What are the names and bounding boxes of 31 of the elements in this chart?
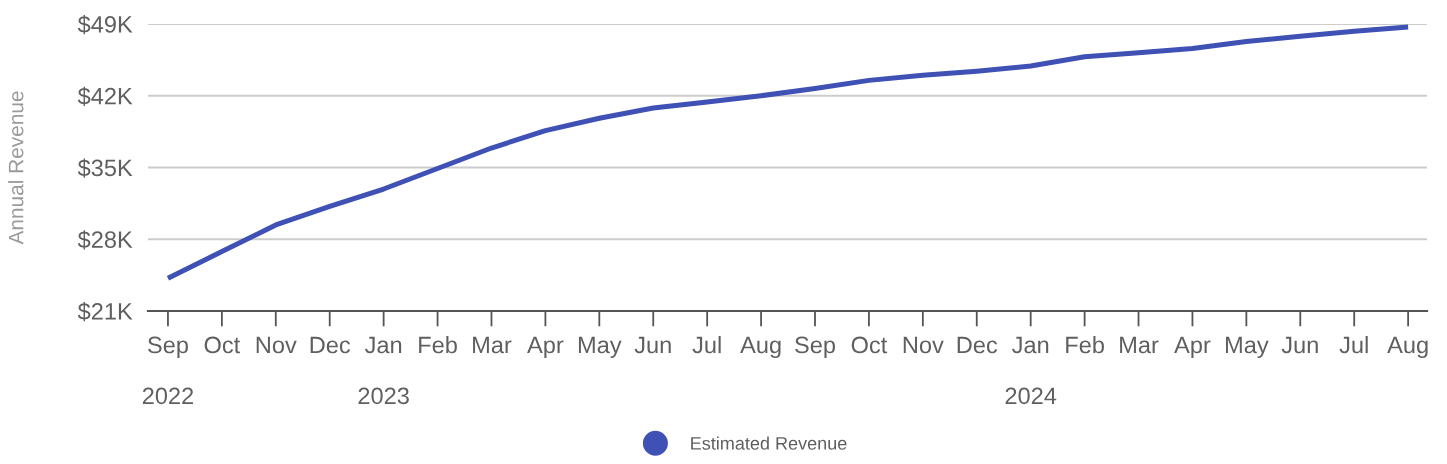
x-tick-label: Feb xyxy=(1066,336,1104,354)
x-tick-label: Mar xyxy=(1120,336,1159,354)
x-tick-label: Jun xyxy=(634,336,671,354)
x-tick-label: Nov xyxy=(903,336,944,354)
category-label: Jan 2024 xyxy=(1005,336,1057,405)
x-tick-label: Oct xyxy=(204,336,241,354)
y-tick-label: $21K xyxy=(77,302,133,322)
x-tick-label: Sep xyxy=(795,336,836,359)
y-tick-label: $42K xyxy=(77,86,133,106)
x-tick-label: Feb xyxy=(419,336,457,354)
x-tick-label: Oct xyxy=(851,336,888,354)
x-tick-label: Mar xyxy=(473,336,512,354)
category-label: Jan 2023 xyxy=(358,336,409,405)
legend-label: Estimated Revenue xyxy=(691,436,847,450)
x-tick-label: Nov xyxy=(256,336,297,354)
x-tick-label: Dec xyxy=(957,336,998,354)
x-tick-label: May xyxy=(1226,336,1269,359)
x-tick-label: May xyxy=(578,336,622,359)
y-tick-label: $35K xyxy=(77,158,133,178)
x-tick-label: Jul xyxy=(1339,336,1368,354)
x-tick-label: Dec xyxy=(310,336,351,354)
y-axis-title: Annual Revenue xyxy=(8,91,24,245)
x-tick-label: Apr xyxy=(1174,336,1211,359)
y-tick-label: $28K xyxy=(77,230,133,250)
x-tick-label: Apr xyxy=(527,336,564,359)
x-tick-label: Jul xyxy=(692,336,721,354)
x-tick-label: Jun xyxy=(1281,336,1318,354)
x-tick-label: Aug xyxy=(740,336,781,359)
x-tick-label: Aug xyxy=(1387,336,1428,359)
y-tick-label: $49K xyxy=(77,15,133,35)
category-label: Sep 2022 xyxy=(142,336,194,405)
